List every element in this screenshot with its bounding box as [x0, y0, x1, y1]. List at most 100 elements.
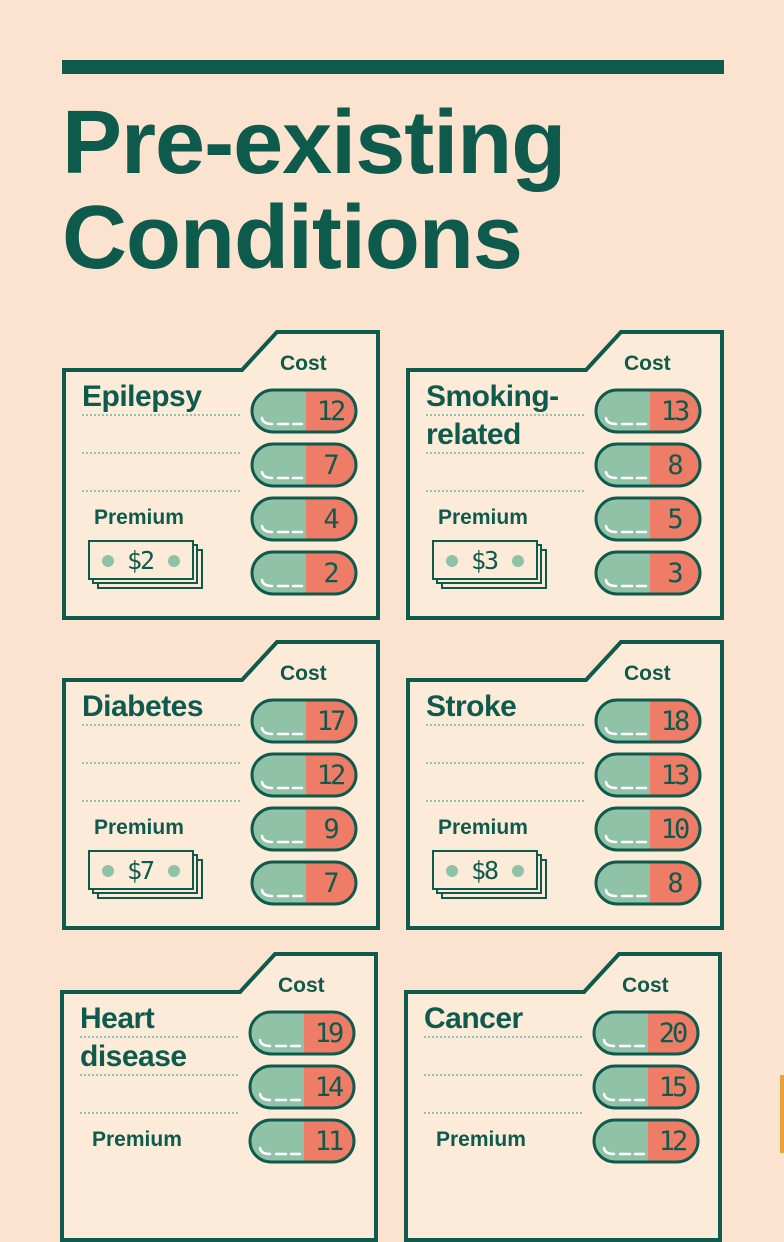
cost-value: 3 — [667, 558, 683, 589]
premium-bill: $2 — [88, 540, 208, 590]
pill-capsule-icon — [250, 550, 358, 596]
condition-name-line-1: Smoking- — [426, 380, 559, 413]
premium-amount: $8 — [470, 856, 499, 885]
page-title: Pre-existing Conditions — [62, 93, 566, 288]
dotted-rule — [426, 800, 584, 802]
title-line-1: Pre-existing — [62, 93, 566, 193]
condition-name-line-1: Diabetes — [82, 690, 204, 723]
dotted-rule — [426, 490, 584, 492]
cost-value: 5 — [667, 504, 683, 535]
pill-capsule-icon — [250, 496, 358, 542]
title-line-2: Conditions — [62, 188, 523, 288]
dotted-rule — [424, 1036, 582, 1038]
cost-value: 7 — [323, 450, 339, 481]
dotted-rule — [82, 452, 240, 454]
cost-pill: 7 — [250, 442, 358, 488]
condition-card: Cost Diabetes Premium $7 17 12 9 7 — [62, 640, 382, 930]
cost-value: 4 — [323, 504, 339, 535]
dotted-rule — [426, 452, 584, 454]
dotted-rule — [82, 724, 240, 726]
premium-label: Premium — [94, 506, 184, 529]
cost-pill: 20 — [592, 1010, 700, 1056]
pill-capsule-icon — [248, 1010, 356, 1056]
cost-value: 10 — [660, 814, 691, 845]
dotted-rule — [426, 414, 584, 416]
premium-label: Premium — [436, 1128, 526, 1151]
cost-label: Cost — [280, 662, 327, 685]
condition-name: Diabetes — [82, 688, 242, 726]
cost-value: 13 — [660, 760, 691, 791]
cost-value: 11 — [314, 1126, 345, 1157]
premium-label: Premium — [438, 816, 528, 839]
bill-stack-icon — [88, 540, 203, 589]
cost-label: Cost — [280, 352, 327, 375]
cost-pill: 12 — [592, 1118, 700, 1164]
cost-pill: 4 — [250, 496, 358, 542]
cost-value: 12 — [316, 396, 347, 427]
pill-capsule-icon — [594, 550, 702, 596]
dotted-rule — [82, 414, 240, 416]
condition-name: Smoking-related — [426, 378, 586, 454]
cost-pill: 8 — [594, 860, 702, 906]
cost-value: 14 — [314, 1072, 345, 1103]
cost-value: 13 — [660, 396, 691, 427]
cost-pill: 12 — [250, 388, 358, 434]
dotted-rule — [426, 762, 584, 764]
pill-capsule-icon — [592, 1064, 700, 1110]
premium-label: Premium — [92, 1128, 182, 1151]
dotted-rule — [80, 1036, 238, 1038]
cost-pill: 13 — [594, 752, 702, 798]
cost-value: 17 — [316, 706, 347, 737]
condition-name-line-2: disease — [80, 1040, 187, 1073]
cost-pill: 12 — [250, 752, 358, 798]
cost-label: Cost — [624, 352, 671, 375]
cost-value: 8 — [667, 868, 683, 899]
dotted-rule — [80, 1112, 238, 1114]
cost-value: 19 — [314, 1018, 345, 1049]
dotted-rule — [80, 1074, 238, 1076]
pill-capsule-icon — [594, 442, 702, 488]
condition-name: Stroke — [426, 688, 586, 726]
cost-pill: 17 — [250, 698, 358, 744]
cost-value: 12 — [316, 760, 347, 791]
premium-label: Premium — [438, 506, 528, 529]
premium-amount: $3 — [470, 546, 499, 575]
pill-capsule-icon — [594, 806, 702, 852]
premium-label: Premium — [94, 816, 184, 839]
dotted-rule — [426, 724, 584, 726]
bill-stack-icon — [432, 540, 547, 589]
pill-capsule-icon — [250, 752, 358, 798]
pill-capsule-icon — [592, 1010, 700, 1056]
cost-value: 2 — [323, 558, 339, 589]
cost-value: 7 — [323, 868, 339, 899]
condition-card: Cost Smoking-related Premium $3 13 8 5 3 — [406, 330, 726, 620]
condition-card: Cost Heart disease Premium 19 14 11 — [60, 952, 380, 1242]
condition-name-line-1: Heart — [80, 1002, 155, 1035]
cost-value: 15 — [658, 1072, 689, 1103]
cost-label: Cost — [622, 974, 669, 997]
bill-stack-icon — [88, 850, 203, 899]
cost-value: 20 — [658, 1018, 689, 1049]
pill-capsule-icon — [594, 388, 702, 434]
cost-pill: 7 — [250, 860, 358, 906]
cost-label: Cost — [624, 662, 671, 685]
pill-capsule-icon — [250, 388, 358, 434]
cost-label: Cost — [278, 974, 325, 997]
condition-name-line-1: Cancer — [424, 1002, 523, 1035]
pill-capsule-icon — [594, 496, 702, 542]
premium-bill: $7 — [88, 850, 208, 900]
cost-pill: 2 — [250, 550, 358, 596]
cost-pill: 10 — [594, 806, 702, 852]
cost-value: 12 — [658, 1126, 689, 1157]
condition-name: Epilepsy — [82, 378, 242, 416]
cost-pill: 8 — [594, 442, 702, 488]
condition-card: Cost Epilepsy Premium $2 12 7 4 2 — [62, 330, 382, 620]
pill-capsule-icon — [250, 698, 358, 744]
bill-stack-icon — [432, 850, 547, 899]
premium-bill: $8 — [432, 850, 552, 900]
pill-capsule-icon — [594, 860, 702, 906]
dotted-rule — [82, 762, 240, 764]
condition-card: Cost Stroke Premium $8 18 13 10 8 — [406, 640, 726, 930]
dotted-rule — [424, 1112, 582, 1114]
dotted-rule — [82, 490, 240, 492]
